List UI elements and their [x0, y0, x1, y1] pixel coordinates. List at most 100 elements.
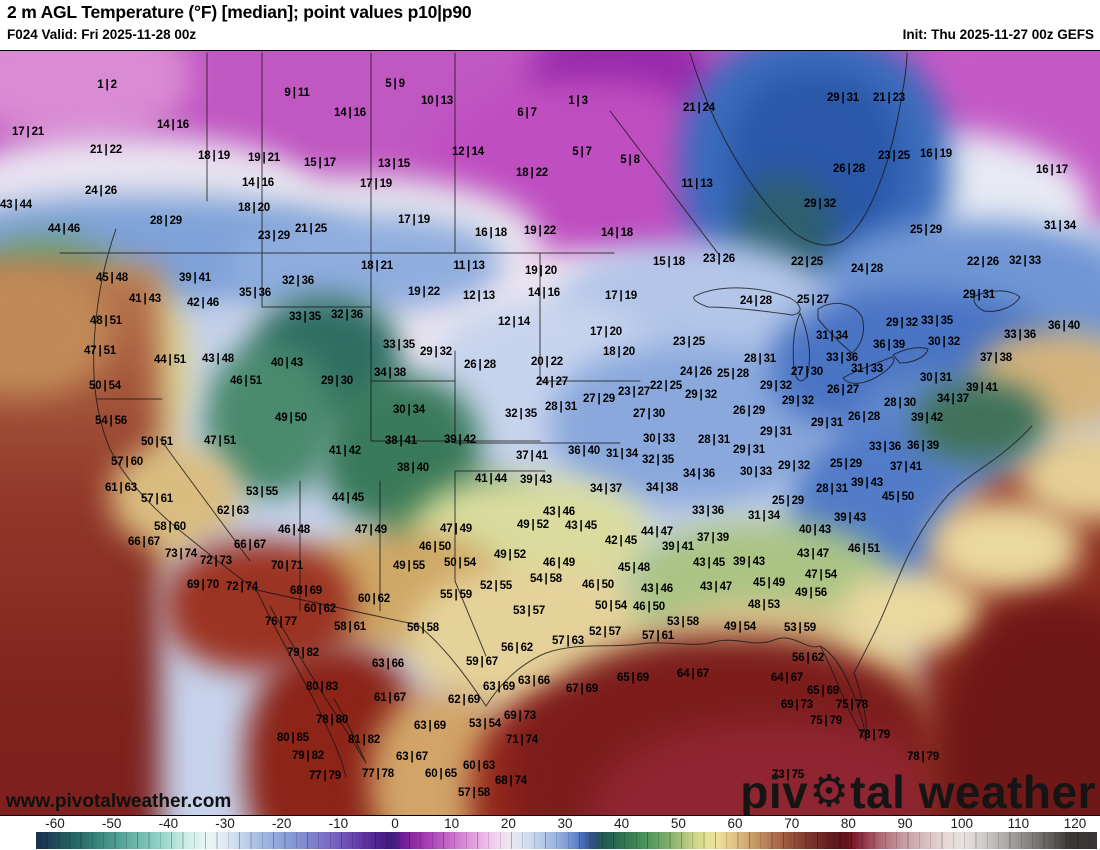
pivotal-weather-logo: piv ⚙ tal weather [740, 765, 1096, 816]
point-value: 33 | 36 [691, 505, 725, 517]
point-value: 42 | 45 [604, 535, 638, 547]
point-value: 65 | 69 [806, 685, 840, 697]
point-value: 60 | 65 [424, 768, 458, 780]
point-value: 19 | 22 [407, 286, 441, 298]
point-value: 12 | 14 [497, 316, 531, 328]
point-value: 5 | 8 [620, 154, 640, 166]
point-value: 25 | 29 [829, 458, 863, 470]
point-value: 30 | 33 [642, 433, 676, 445]
point-value: 49 | 54 [723, 621, 757, 633]
point-value: 66 | 67 [127, 536, 161, 548]
point-value: 49 | 52 [516, 519, 550, 531]
point-value: 46 | 49 [542, 557, 576, 569]
point-value: 31 | 34 [747, 510, 781, 522]
point-value: 61 | 67 [373, 692, 407, 704]
point-value: 11 | 13 [681, 178, 713, 190]
point-value: 27 | 29 [582, 393, 616, 405]
point-value: 26 | 27 [826, 384, 860, 396]
point-value: 37 | 39 [696, 532, 730, 544]
point-value: 45 | 50 [881, 491, 915, 503]
point-value: 33 | 36 [868, 441, 902, 453]
point-value: 14 | 18 [600, 227, 634, 239]
point-value: 15 | 17 [303, 157, 337, 169]
point-value: 49 | 50 [274, 412, 308, 424]
colorbar-tick-label: 20 [500, 816, 516, 831]
point-value: 80 | 85 [276, 732, 310, 744]
point-value: 50 | 54 [443, 557, 477, 569]
point-value: 56 | 62 [500, 642, 534, 654]
point-value: 28 | 31 [743, 353, 777, 365]
point-value: 21 | 22 [89, 144, 123, 156]
point-value: 62 | 63 [216, 505, 250, 517]
point-value: 14 | 16 [527, 287, 561, 299]
point-value: 23 | 27 [617, 386, 651, 398]
point-value: 80 | 83 [305, 681, 339, 693]
point-value: 41 | 43 [128, 293, 162, 305]
point-value: 79 | 82 [286, 647, 320, 659]
point-value: 47 | 51 [83, 345, 117, 357]
point-value: 63 | 69 [413, 720, 447, 732]
point-value: 77 | 79 [308, 770, 342, 782]
point-value: 17 | 19 [359, 178, 393, 190]
point-value: 39 | 43 [519, 474, 553, 486]
point-value: 29 | 30 [320, 375, 354, 387]
colorbar-tick-label: 10 [444, 816, 460, 831]
point-value: 15 | 18 [652, 256, 686, 268]
point-value: 53 | 58 [666, 616, 700, 628]
point-value: 47 | 51 [203, 435, 237, 447]
point-value: 75 | 78 [835, 699, 869, 711]
point-value: 70 | 71 [270, 560, 304, 572]
logo-text-right: tal weather [850, 766, 1096, 816]
point-value: 29 | 32 [885, 317, 919, 329]
point-value: 45 | 49 [752, 577, 786, 589]
point-value: 5 | 9 [385, 78, 405, 90]
point-value: 28 | 30 [883, 397, 917, 409]
point-value: 37 | 38 [979, 352, 1013, 364]
point-value: 35 | 36 [238, 287, 272, 299]
colorbar-tick-label: 0 [391, 816, 399, 831]
point-value: 28 | 31 [697, 434, 731, 446]
point-value: 78 | 79 [906, 751, 940, 763]
point-value: 30 | 34 [392, 404, 426, 416]
point-value: 65 | 69 [616, 672, 650, 684]
point-value: 43 | 47 [796, 548, 830, 560]
point-value: 46 | 50 [418, 541, 452, 553]
point-value: 43 | 46 [542, 506, 576, 518]
colorbar-tick-label: 50 [670, 816, 686, 831]
point-value: 16 | 19 [919, 148, 953, 160]
point-value: 39 | 41 [965, 382, 999, 394]
point-value: 78 | 80 [315, 714, 349, 726]
point-value: 33 | 35 [288, 311, 322, 323]
point-value: 25 | 28 [716, 368, 750, 380]
header: 2 m AGL Temperature (°F) [median]; point… [0, 0, 1100, 50]
point-value: 63 | 67 [395, 751, 429, 763]
colorbar-tick-label: 110 [1007, 816, 1030, 831]
colorbar-tick-label: 70 [784, 816, 800, 831]
gear-icon: ⚙ [809, 767, 850, 816]
colorbar-tick-label: -40 [158, 816, 179, 831]
province-borders [206, 52, 721, 257]
point-value: 48 | 51 [89, 315, 123, 327]
point-value: 5 | 7 [572, 146, 592, 158]
point-value: 73 | 74 [164, 548, 198, 560]
point-value: 28 | 31 [815, 483, 849, 495]
geo-borders-layer [59, 52, 1033, 778]
point-value: 57 | 61 [140, 493, 174, 505]
point-value: 31 | 34 [605, 448, 639, 460]
point-value: 72 | 74 [225, 581, 259, 593]
point-value: 26 | 28 [847, 411, 881, 423]
point-value: 69 | 70 [186, 579, 220, 591]
logo-text-left: piv [740, 766, 809, 816]
point-value: 60 | 62 [357, 593, 391, 605]
point-value: 34 | 38 [645, 482, 679, 494]
point-value: 29 | 32 [419, 346, 453, 358]
point-value: 36 | 40 [1047, 320, 1081, 332]
colorbar-tick-label: 120 [1063, 816, 1087, 831]
colorbar-tick-label: -10 [328, 816, 349, 831]
point-value: 30 | 32 [927, 336, 961, 348]
point-value: 14 | 16 [156, 119, 190, 131]
point-value: 10 | 13 [420, 95, 454, 107]
point-value: 56 | 58 [406, 622, 440, 634]
point-value: 19 | 20 [524, 265, 558, 277]
point-value: 52 | 55 [479, 580, 513, 592]
